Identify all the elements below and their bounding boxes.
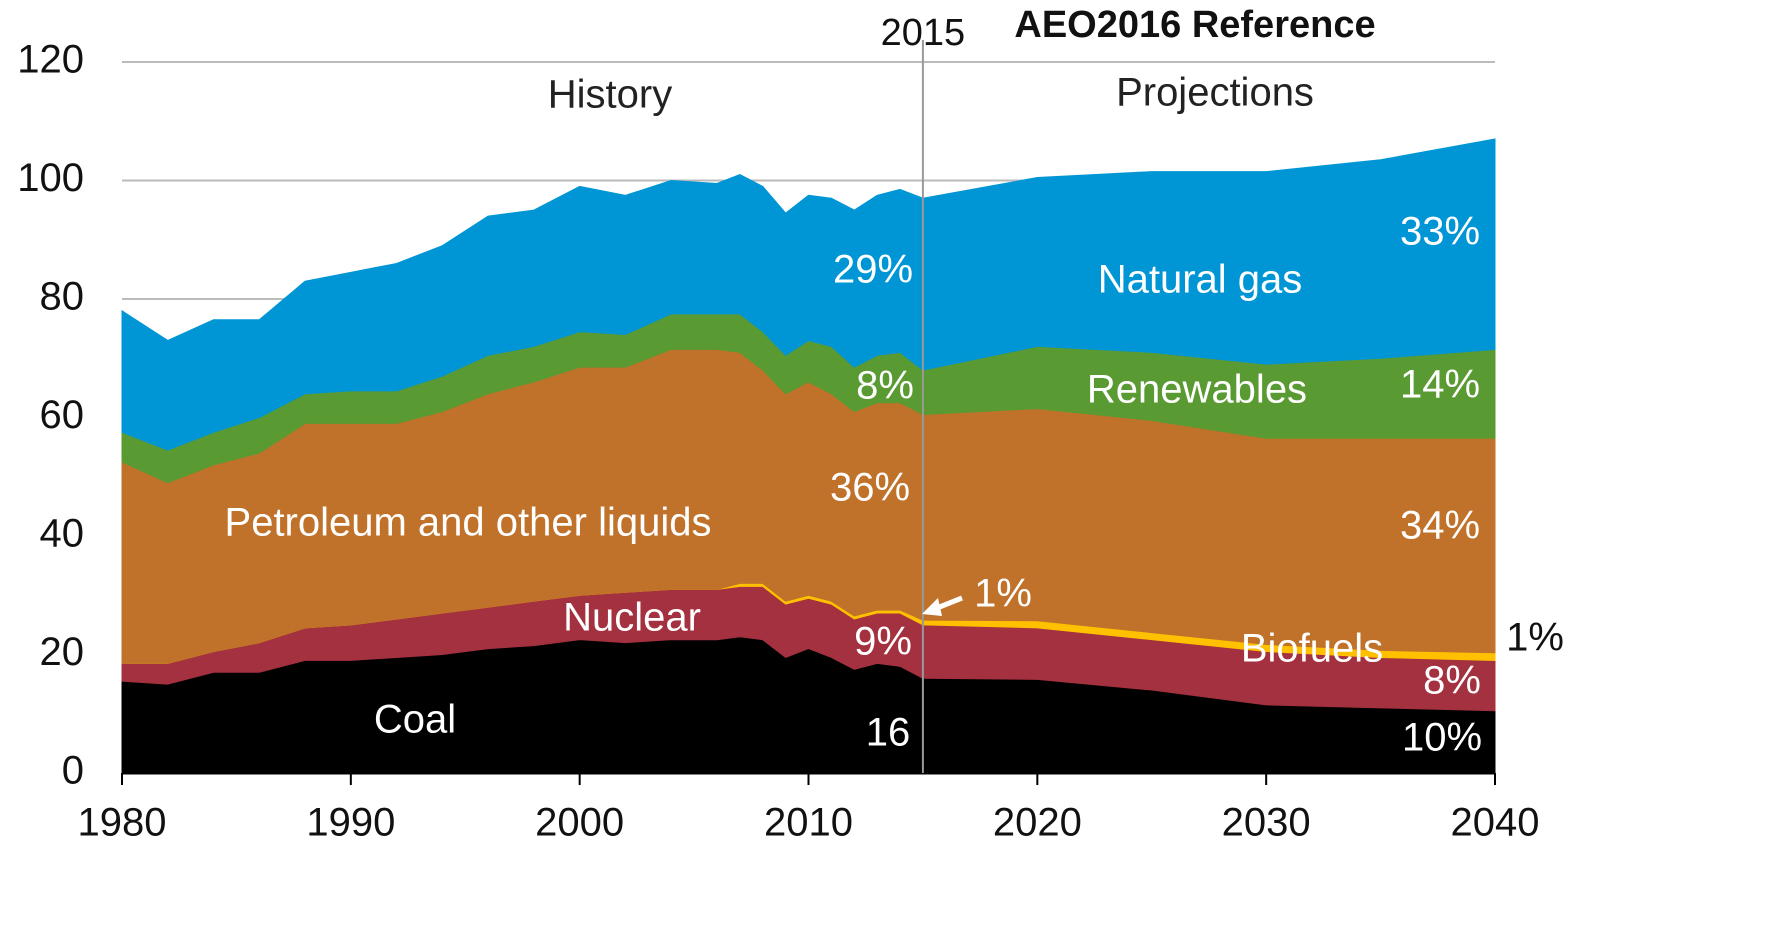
y-tick-label: 80 [40,275,85,319]
annotation: 29% [833,248,913,292]
area [121,138,1496,451]
annotation: 16 [866,711,911,755]
x-tick-label: 2040 [1451,801,1540,845]
series-label: Petroleum and other liquids [225,501,712,545]
x-tick-label: 2020 [993,801,1082,845]
x-tick-label: 2030 [1222,801,1311,845]
annotation: 8% [856,364,914,408]
annotation: 33% [1400,210,1480,254]
annotation: 1% [1506,616,1564,660]
annotation: History [548,73,672,117]
x-tick-label: 2010 [764,801,853,845]
series-label: Nuclear [563,596,701,640]
x-tick-label: 2000 [535,801,624,845]
annotation: 34% [1400,504,1480,548]
y-tick-label: 40 [40,512,85,556]
y-tick-label: 20 [40,630,85,674]
annotation: 1% [974,572,1032,616]
annotation: 8% [1423,659,1481,703]
y-tick-label: 0 [62,749,84,793]
x-tick-label: 1980 [78,801,167,845]
y-tick-label: 120 [17,38,84,82]
annotation: 10% [1402,716,1482,760]
series-label: Natural gas [1098,258,1303,302]
x-tick-label: 1990 [306,801,395,845]
annotation: 9% [854,620,912,664]
series-label: Coal [374,698,456,742]
series-label: Biofuels [1241,627,1383,671]
series-label: Renewables [1087,368,1307,412]
chart-title: AEO2016 Reference [1014,4,1375,46]
annotation: 14% [1400,363,1480,407]
annotation: Projections [1116,71,1314,115]
y-tick-label: 100 [17,156,84,200]
projection-year: 2015 [881,12,966,54]
annotation: 36% [830,466,910,510]
arrow-head [922,598,942,616]
y-tick-label: 60 [40,393,85,437]
